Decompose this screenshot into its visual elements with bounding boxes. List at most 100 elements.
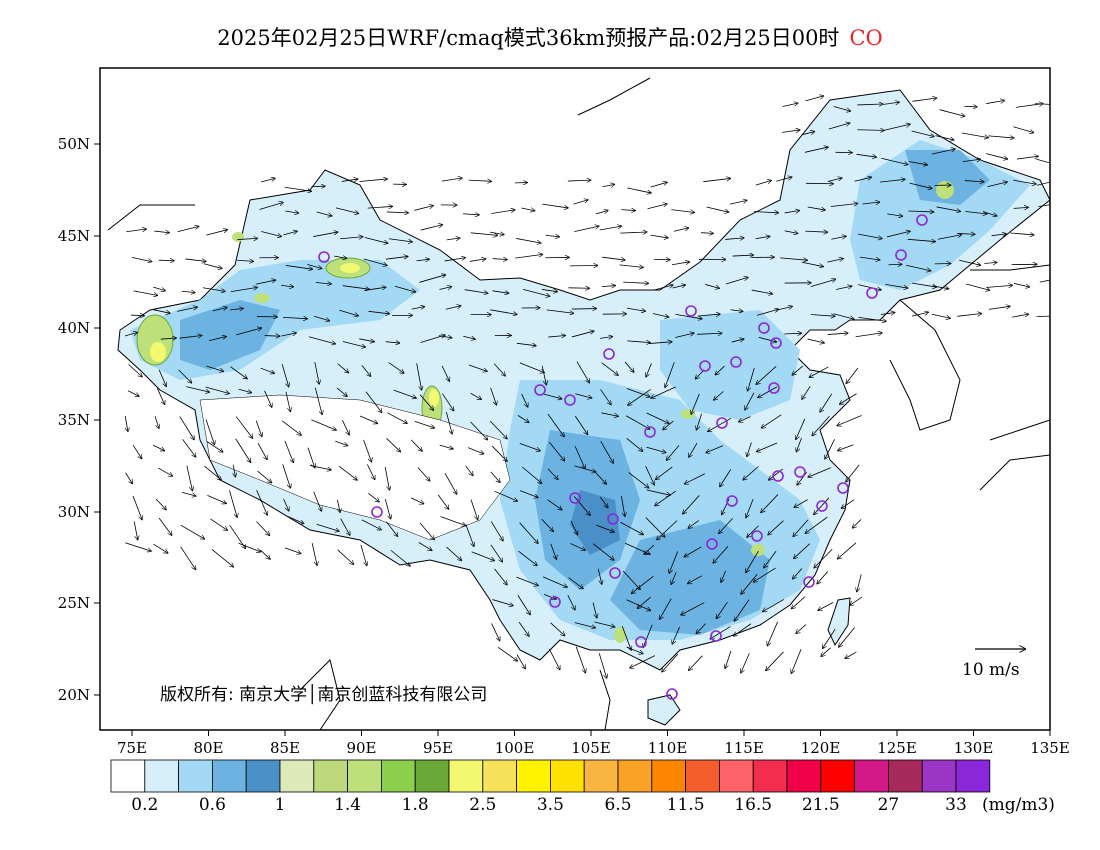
wind-arrow	[935, 135, 954, 140]
wind-arrow	[594, 621, 615, 627]
wind-arrow	[755, 180, 771, 186]
wind-arrow	[316, 211, 332, 216]
station-marker	[706, 538, 718, 550]
colorbar	[110, 759, 991, 793]
wind-arrow	[691, 393, 700, 414]
wind-arrow	[313, 315, 329, 320]
map-title: 2025年02月25日WRF/cmaq模式36km预报产品:02月25日00时 C…	[0, 22, 1100, 52]
wind-arrow	[645, 465, 655, 485]
wind-arrow	[124, 332, 137, 337]
wind-arrow	[541, 289, 557, 291]
wind-arrow	[646, 446, 665, 452]
colorbar-swatch	[279, 759, 315, 793]
station-marker	[770, 337, 782, 349]
wind-arrow	[419, 394, 433, 410]
colorbar-tick-label: 33	[945, 795, 967, 815]
lon-tick-label: 110E	[648, 739, 688, 757]
wind-arrow	[1013, 179, 1036, 184]
wind-arrow	[758, 386, 778, 398]
wind-arrow	[831, 236, 846, 240]
wind-arrow	[700, 233, 713, 234]
wind-arrow	[905, 264, 931, 271]
wind-arrow	[619, 264, 643, 268]
sakhalin-coastline	[970, 264, 1050, 271]
wind-arrow	[912, 282, 936, 287]
wind-arrow	[238, 388, 252, 392]
colorbar-units: (mg/m3)	[982, 795, 1055, 815]
wind-arrow	[825, 439, 835, 459]
copyright-notice: 版权所有: 南京大学│南京创蓝科技有限公司	[160, 685, 488, 705]
station-marker	[710, 630, 722, 642]
wind-arrow	[285, 391, 290, 412]
concentration-zone-tarim	[180, 300, 280, 370]
colorbar-swatch	[820, 759, 855, 793]
wind-arrow	[521, 466, 541, 483]
wind-arrow	[365, 391, 382, 413]
wind-arrow	[592, 602, 597, 618]
wind-arrow	[543, 593, 556, 599]
wind-arrow	[393, 389, 416, 398]
wind-arrow	[1010, 233, 1033, 235]
wind-arrow	[627, 341, 650, 343]
wind-arrow	[337, 363, 349, 373]
wind-arrow	[311, 419, 336, 430]
colorbar-swatch	[583, 759, 619, 793]
wind-arrow	[385, 342, 400, 343]
wind-arrow	[857, 574, 862, 591]
colorbar-swatch	[651, 759, 686, 793]
lake-baikal	[577, 77, 651, 116]
wind-arrow	[410, 497, 423, 504]
lon-tick-label: 100E	[495, 739, 535, 757]
wind-scale-label: 10 m/s	[962, 660, 1020, 680]
lat-tick-label: 35N	[58, 411, 90, 429]
station-marker	[564, 394, 576, 406]
wind-arrow	[178, 369, 192, 383]
wind-arrow	[335, 440, 347, 445]
wind-arrow	[628, 389, 651, 405]
japan-coastline	[979, 419, 1050, 491]
wind-arrow	[314, 361, 319, 384]
wind-arrow	[984, 262, 996, 263]
wind-arrow	[827, 333, 848, 335]
wind-arrow	[469, 259, 486, 262]
wind-arrow	[792, 596, 806, 609]
lon-tick-label: 75E	[117, 739, 147, 757]
wind-arrow	[437, 494, 448, 509]
wind-arrow	[836, 286, 852, 290]
wind-arrow	[264, 336, 280, 337]
lon-tick-label: 105E	[571, 739, 611, 757]
wind-arrow	[689, 655, 703, 671]
wind-arrow	[541, 365, 546, 385]
wind-arrow	[601, 362, 618, 375]
wind-arrow	[463, 214, 479, 215]
wind-arrow	[468, 180, 492, 181]
wind-arrow	[986, 100, 1004, 104]
wind-arrow	[264, 390, 272, 407]
wind-arrow	[445, 411, 452, 434]
wind-arrow	[522, 289, 549, 296]
wind-arrow	[386, 521, 397, 536]
wind-arrow	[260, 367, 275, 373]
wind-arrow	[595, 472, 606, 484]
lat-tick-label: 30N	[58, 503, 90, 521]
wind-arrow	[387, 412, 407, 424]
wind-arrow	[284, 440, 294, 463]
wind-arrow	[651, 386, 676, 398]
wind-arrow	[574, 446, 585, 468]
wind-arrow	[339, 309, 358, 316]
wind-arrow	[753, 567, 776, 582]
wind-arrow	[623, 282, 648, 283]
station-marker	[803, 576, 815, 588]
wind-arrow	[359, 338, 374, 342]
wind-arrow	[127, 390, 139, 397]
wind-arrow	[359, 415, 377, 423]
wind-arrow	[414, 420, 434, 428]
colorbar-tick-label: 21.5	[801, 795, 840, 815]
wind-arrow	[632, 575, 654, 593]
wind-arrow	[741, 573, 758, 594]
wind-arrow	[153, 286, 165, 291]
wind-arrow	[601, 412, 618, 416]
wind-arrow	[567, 180, 591, 181]
wind-arrow	[574, 226, 598, 232]
wind-arrow	[177, 226, 199, 233]
